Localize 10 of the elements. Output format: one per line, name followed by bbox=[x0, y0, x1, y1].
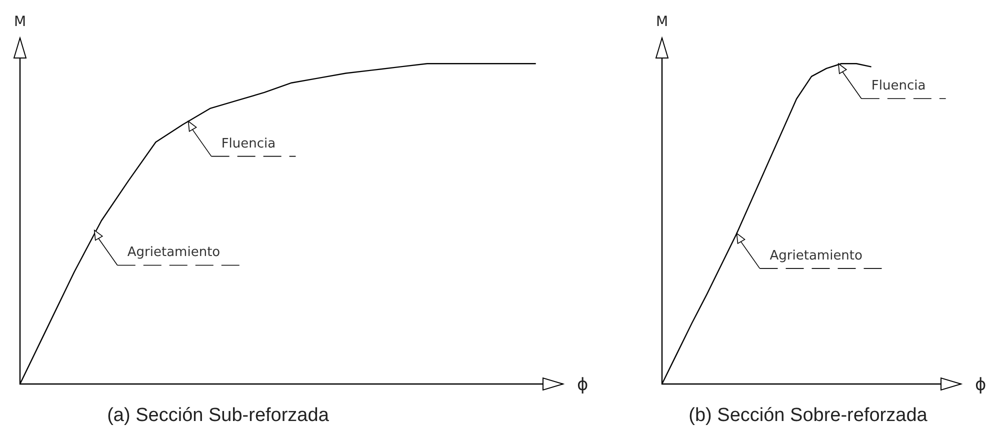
y-axis-title: M bbox=[656, 14, 668, 30]
annotation: Agrietamiento bbox=[770, 248, 863, 264]
x-axis-title: ϕ bbox=[577, 375, 588, 395]
text: (a) Sección Sub-reforzada bbox=[107, 405, 330, 426]
annotation: Fluencia bbox=[871, 78, 926, 94]
y-axis-title: M bbox=[14, 14, 26, 30]
text: (b) Sección Sobre-reforzada bbox=[688, 405, 928, 426]
annotation: Fluencia bbox=[221, 136, 276, 152]
annotation: Agrietamiento bbox=[127, 245, 220, 260]
x-axis-title: ϕ bbox=[975, 375, 986, 395]
